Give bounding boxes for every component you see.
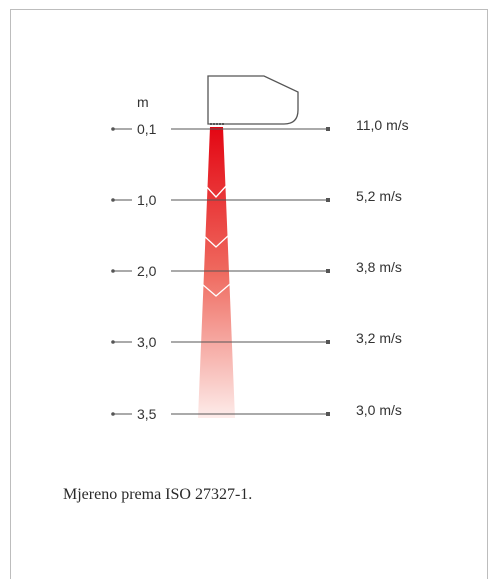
level-row: 1,0 5,2 m/s bbox=[111, 188, 402, 208]
level-end-marker bbox=[326, 340, 330, 344]
level-row: 2,0 3,8 m/s bbox=[111, 259, 402, 279]
air-curtain-unit-icon bbox=[207, 75, 299, 125]
speed-label: 3,2 m/s bbox=[356, 330, 402, 346]
speed-label: 11,0 m/s bbox=[356, 117, 409, 133]
flow-chevron-icon bbox=[204, 184, 228, 198]
level-row: 3,5 3,0 m/s bbox=[111, 402, 402, 422]
level-end-marker bbox=[326, 412, 330, 416]
distance-label: 1,0 bbox=[137, 192, 157, 208]
level-end-marker bbox=[326, 269, 330, 273]
level-row: 3,0 3,2 m/s bbox=[111, 330, 402, 350]
distance-label: 0,1 bbox=[137, 121, 157, 137]
distance-label: 3,0 bbox=[137, 334, 157, 350]
flow-chevron-icon bbox=[201, 283, 231, 297]
air-jet bbox=[198, 127, 235, 418]
distance-label: 2,0 bbox=[137, 263, 157, 279]
speed-label: 5,2 m/s bbox=[356, 188, 402, 204]
speed-label: 3,8 m/s bbox=[356, 259, 402, 275]
measurement-note: Mjereno prema ISO 27327-1. bbox=[63, 486, 253, 503]
speed-label: 3,0 m/s bbox=[356, 402, 402, 418]
level-row: 0,1 11,0 m/s bbox=[111, 117, 409, 137]
level-end-marker bbox=[326, 198, 330, 202]
distance-label: 3,5 bbox=[137, 406, 157, 422]
flow-chevron-icon bbox=[202, 234, 230, 248]
unit-label: m bbox=[137, 94, 149, 110]
level-end-marker bbox=[326, 127, 330, 131]
diagram-panel bbox=[10, 9, 488, 579]
